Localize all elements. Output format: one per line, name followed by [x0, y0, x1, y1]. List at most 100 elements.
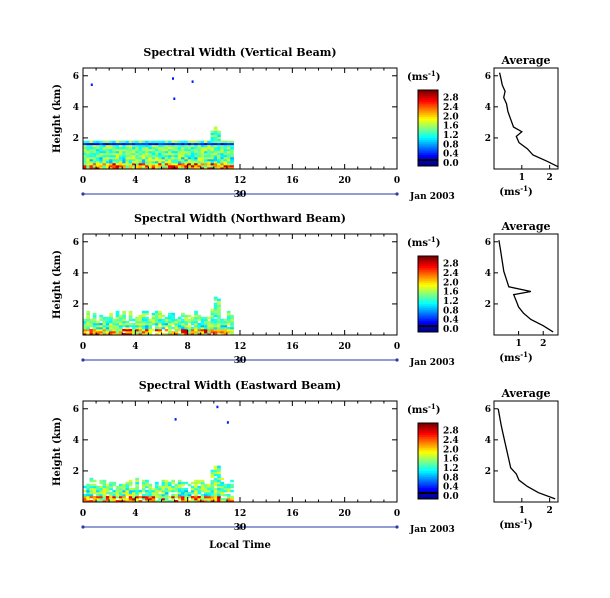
heatmap-cell [109, 320, 113, 324]
heatmap-cell [226, 165, 231, 168]
heatmap-cell [226, 160, 231, 164]
heatmap-cell [213, 162, 218, 166]
heatmap-cell [194, 485, 198, 489]
heatmap-cell [177, 485, 182, 489]
x-tick-label: 8 [185, 342, 191, 352]
heatmap-cell [109, 142, 113, 146]
heatmap-cell [122, 489, 126, 493]
heatmap-cell [226, 328, 231, 332]
heatmap-cell [213, 477, 218, 481]
heatmap-cell [99, 318, 104, 322]
heatmap-cell [181, 498, 185, 501]
heatmap-cell [168, 160, 172, 164]
heatmap-cell [217, 302, 221, 306]
heatmap-cell [86, 500, 90, 503]
heatmap-cell [190, 489, 195, 493]
heatmap-cell [148, 318, 153, 322]
heatmap-cell [132, 148, 136, 152]
heatmap-cell [210, 326, 215, 330]
heatmap-cell [230, 489, 234, 493]
heatmap-cell [164, 148, 169, 152]
heatmap-cell [200, 150, 205, 154]
heatmap-cell [207, 331, 211, 334]
heatmap-cell [210, 165, 215, 168]
heatmap-cell [115, 156, 120, 160]
heatmap-cell [223, 483, 228, 487]
heatmap-cell [99, 158, 104, 162]
heatmap-cell [105, 487, 110, 491]
colorbar-band [418, 474, 438, 477]
heatmap-cell [119, 150, 123, 154]
heatmap-cell [194, 331, 198, 334]
heatmap-cell [168, 152, 172, 156]
heatmap-cell [148, 495, 153, 499]
heatmap-cell [109, 326, 113, 330]
heatmap-cell [96, 495, 100, 499]
heatmap-cell [226, 498, 231, 501]
heatmap-cell [210, 132, 215, 135]
heatmap-cell [220, 150, 225, 154]
heatmap-cell [125, 328, 130, 332]
heatmap-cell [164, 156, 169, 160]
heatmap-cell [83, 156, 87, 160]
heatmap-cell [177, 493, 182, 497]
heatmap-cell [217, 322, 221, 326]
heatmap-cell [155, 148, 159, 152]
heatmap-cell [132, 154, 136, 158]
heatmap-cell [125, 487, 130, 491]
colorbar-band [418, 457, 438, 460]
heatmap-cell [96, 144, 100, 148]
heatmap-cell [151, 493, 156, 497]
heatmap-cell [184, 491, 189, 495]
heatmap-cell [105, 326, 110, 330]
heatmap-cell [177, 154, 182, 158]
heatmap-cell [155, 162, 159, 166]
colorbar-band [418, 122, 438, 125]
heatmap-cell [151, 165, 156, 168]
heatmap-cell [96, 491, 100, 495]
heatmap-cell [148, 142, 153, 146]
heatmap-cell [194, 491, 198, 495]
heatmap-cell [155, 146, 159, 150]
heatmap-cell [115, 148, 120, 152]
heatmap-cell [83, 150, 87, 154]
heatmap-cell [119, 146, 123, 150]
heatmap-cell [213, 150, 218, 154]
heatmap-cell [135, 491, 139, 495]
heatmap-cell [164, 322, 169, 326]
heatmap-cell [148, 165, 153, 168]
heatmap-cell [102, 154, 107, 158]
heatmap-cell [148, 489, 153, 493]
heatmap-cell [220, 498, 225, 501]
heatmap-cell [213, 473, 218, 477]
heatmap-cell [217, 487, 221, 491]
heatmap-cell [213, 483, 218, 487]
heatmap-cell [151, 148, 156, 152]
heatmap-cell [151, 487, 156, 491]
heatmap-cell [226, 158, 231, 162]
heatmap-cell [122, 150, 126, 154]
heatmap-cell [177, 320, 182, 324]
heatmap-cell [161, 156, 166, 160]
colorbar-band [418, 430, 438, 433]
heatmap-cell [181, 312, 185, 316]
heatmap-cell [155, 487, 159, 491]
heatmap-cell [194, 150, 198, 154]
heatmap-cell [132, 493, 136, 497]
heatmap-cell [125, 154, 130, 158]
colorbar-tick-label: 1.2 [443, 464, 459, 474]
x-tick-label: 0 [80, 509, 86, 519]
heatmap-cell [132, 322, 136, 326]
heatmap-cell [187, 158, 192, 162]
heatmap-cell [200, 152, 205, 156]
heatmap-cell [115, 154, 120, 158]
heatmap-cell [210, 310, 215, 314]
heatmap-cell [112, 162, 117, 166]
heatmap-cell [194, 483, 198, 487]
heatmap-cell [204, 328, 208, 332]
heatmap-cell [99, 316, 104, 320]
heatmap-cell [213, 140, 218, 144]
heatmap-cell [112, 322, 117, 326]
heatmap-cell [96, 324, 100, 328]
heatmap-cell [112, 142, 117, 146]
